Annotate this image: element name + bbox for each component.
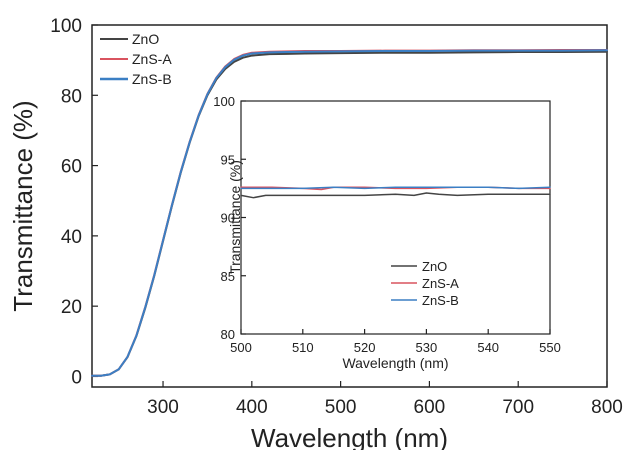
main-y-tick-label: 20 <box>61 297 82 318</box>
inset-legend-label-zns-a: ZnS-A <box>422 276 459 291</box>
inset-legend-label-zns-b: ZnS-B <box>422 293 459 308</box>
inset-legend: ZnO ZnS-A ZnS-B <box>391 259 459 308</box>
main-x-tick-label: 700 <box>502 397 534 418</box>
main-y-tick-label: 100 <box>50 16 82 37</box>
main-y-tick-label: 40 <box>61 227 82 248</box>
inset-x-tick-label: 550 <box>539 340 561 355</box>
inset-series-line-zno <box>240 192 551 199</box>
inset-x-tick-label: 540 <box>477 340 499 355</box>
inset-y-tick-label: 85 <box>221 269 235 284</box>
inset-y-ticks: 80 85 90 95 100 <box>213 94 246 342</box>
main-y-axis-label: Transmittance (%) <box>8 100 38 311</box>
inset-x-tick-label: 510 <box>292 340 314 355</box>
inset-y-tick-label: 90 <box>221 211 235 226</box>
main-plot-frame <box>91 24 608 388</box>
main-legend-label-zno: ZnO <box>132 31 159 47</box>
main-y-ticks: 0 20 40 60 80 100 <box>50 16 98 388</box>
main-y-tick-label: 0 <box>71 367 82 388</box>
main-y-tick-label: 80 <box>61 86 82 107</box>
inset-y-tick-label: 100 <box>213 94 235 109</box>
main-legend-label-zns-b: ZnS-B <box>132 71 172 87</box>
main-x-tick-label: 300 <box>147 397 179 418</box>
main-x-tick-label: 400 <box>236 397 268 418</box>
main-x-tick-label: 500 <box>325 397 357 418</box>
inset-plot-background <box>241 101 550 334</box>
inset-y-tick-label: 80 <box>221 327 235 342</box>
inset-series-lines <box>240 186 551 199</box>
inset-x-tick-label: 500 <box>230 340 252 355</box>
inset-x-ticks: 500 510 520 530 540 550 <box>230 329 561 355</box>
main-x-axis-label: Wavelength (nm) <box>251 423 448 450</box>
inset-series-line-zns-b <box>240 186 551 190</box>
inset-x-axis-label: Wavelength (nm) <box>342 355 448 371</box>
main-x-tick-label: 600 <box>414 397 446 418</box>
main-series-lines <box>91 48 608 377</box>
main-plot: 300 400 500 600 700 800 0 20 40 60 80 100 Waveleng… <box>8 16 623 453</box>
inset-legend-label-zno: ZnO <box>422 259 447 274</box>
inset-plot: 500 510 520 530 540 550 80 85 90 95 100 Wavelengt… <box>213 94 561 371</box>
main-legend-label-zns-a: ZnS-A <box>132 51 172 67</box>
inset-y-axis-label: Transmittance (%) <box>227 160 243 274</box>
inset-x-tick-label: 530 <box>416 340 438 355</box>
main-y-tick-label: 60 <box>61 157 82 178</box>
inset-y-tick-label: 95 <box>221 152 235 167</box>
main-x-tick-label: 800 <box>591 397 623 418</box>
main-x-ticks: 300 400 500 600 700 800 <box>147 381 623 418</box>
inset-x-tick-label: 520 <box>354 340 376 355</box>
main-legend: ZnO ZnS-A ZnS-B <box>100 31 172 87</box>
main-series-line-zns-b <box>91 49 608 377</box>
